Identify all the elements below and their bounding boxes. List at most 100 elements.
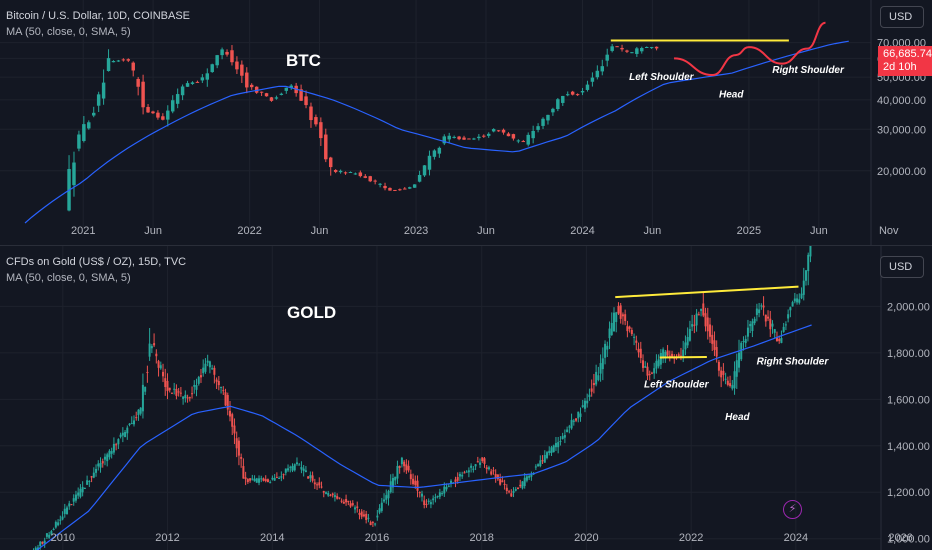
candle — [43, 540, 46, 544]
candle — [111, 61, 116, 63]
candle — [512, 490, 515, 493]
candle — [329, 495, 332, 497]
candle — [324, 492, 327, 494]
candle — [760, 305, 763, 307]
candle — [534, 466, 537, 468]
candle — [427, 155, 432, 170]
candle — [434, 497, 437, 499]
x-tick-label: Jun — [644, 225, 662, 237]
candle — [72, 498, 75, 502]
candle — [309, 106, 313, 121]
candle — [637, 348, 640, 353]
lightning-icon[interactable]: ⚡ — [783, 500, 802, 519]
candle — [199, 375, 202, 378]
btc-chart-pane[interactable]: Left Shoulder Head Right Shoulder BTC 20,000… — [0, 0, 932, 245]
gold-currency-button[interactable]: USD — [880, 256, 924, 278]
candle — [441, 493, 444, 495]
candle — [775, 337, 778, 342]
candle — [156, 112, 160, 118]
candle — [511, 134, 516, 139]
candle — [521, 141, 526, 143]
price-axis-bg — [881, 246, 932, 550]
candle — [246, 479, 249, 482]
candle — [583, 400, 586, 409]
x-tick-label: 2020 — [574, 532, 598, 544]
y-tick-label: 20,000.00 — [877, 166, 926, 178]
candle — [758, 309, 761, 314]
candle — [600, 66, 605, 72]
candle — [601, 358, 604, 370]
candle — [666, 350, 669, 356]
candle — [494, 473, 497, 478]
x-tick-label: 2010 — [51, 532, 75, 544]
candle — [264, 479, 267, 482]
pane-divider[interactable] — [0, 245, 932, 246]
candle — [157, 361, 160, 368]
candle — [70, 504, 73, 506]
candle — [563, 435, 566, 438]
candle — [378, 508, 381, 513]
candle — [380, 502, 383, 511]
candle — [193, 384, 196, 387]
candle — [514, 489, 517, 491]
candle — [342, 501, 345, 504]
candle — [577, 411, 580, 419]
x-tick-label: 2022 — [679, 532, 703, 544]
candle — [316, 484, 319, 486]
candle — [565, 94, 570, 96]
candle — [182, 396, 185, 399]
candle — [528, 475, 531, 478]
candle — [539, 460, 542, 467]
candle — [74, 494, 77, 501]
candle — [249, 84, 254, 88]
candle — [452, 136, 456, 138]
x-tick-label: 2016 — [365, 532, 389, 544]
candle — [275, 477, 278, 479]
candle — [650, 372, 653, 374]
candle — [608, 328, 611, 339]
btc-chart[interactable]: Left Shoulder Head Right Shoulder BTC 20,000… — [0, 0, 932, 245]
btc-currency-button[interactable]: USD — [880, 6, 924, 28]
candle — [767, 316, 770, 319]
candle — [686, 336, 689, 346]
candle — [657, 359, 660, 367]
candle — [295, 462, 298, 465]
candle — [610, 46, 614, 51]
candle — [726, 380, 729, 385]
candle — [679, 355, 682, 357]
candle — [612, 312, 615, 332]
candle — [597, 375, 600, 380]
candle — [360, 511, 363, 517]
candle — [708, 324, 711, 337]
candle — [179, 392, 182, 394]
candle — [358, 172, 363, 177]
candle — [417, 174, 422, 182]
candle — [333, 170, 338, 172]
candle — [388, 187, 392, 191]
candle — [338, 170, 343, 173]
candle — [753, 318, 756, 324]
candle — [112, 443, 115, 453]
candle — [561, 95, 565, 103]
candle — [556, 99, 560, 110]
candle — [137, 409, 140, 416]
candle — [496, 130, 501, 132]
candle — [291, 465, 294, 471]
candle — [378, 183, 382, 185]
candle — [740, 342, 743, 360]
candle — [240, 64, 244, 76]
candle — [633, 336, 636, 338]
candle — [780, 337, 783, 343]
candle — [695, 313, 698, 326]
projection-path — [673, 21, 826, 77]
gold-chart[interactable]: Left Shoulder Head Right Shoulder GOLD 1,000… — [0, 246, 932, 550]
candle — [349, 503, 352, 507]
candle — [293, 464, 296, 471]
gold-chart-pane[interactable]: Left Shoulder Head Right Shoulder GOLD 1,000… — [0, 246, 932, 550]
candle — [374, 523, 377, 525]
candle — [82, 124, 86, 141]
candle — [101, 461, 104, 464]
candle — [327, 493, 330, 496]
candle — [331, 493, 334, 496]
candle — [442, 136, 447, 144]
